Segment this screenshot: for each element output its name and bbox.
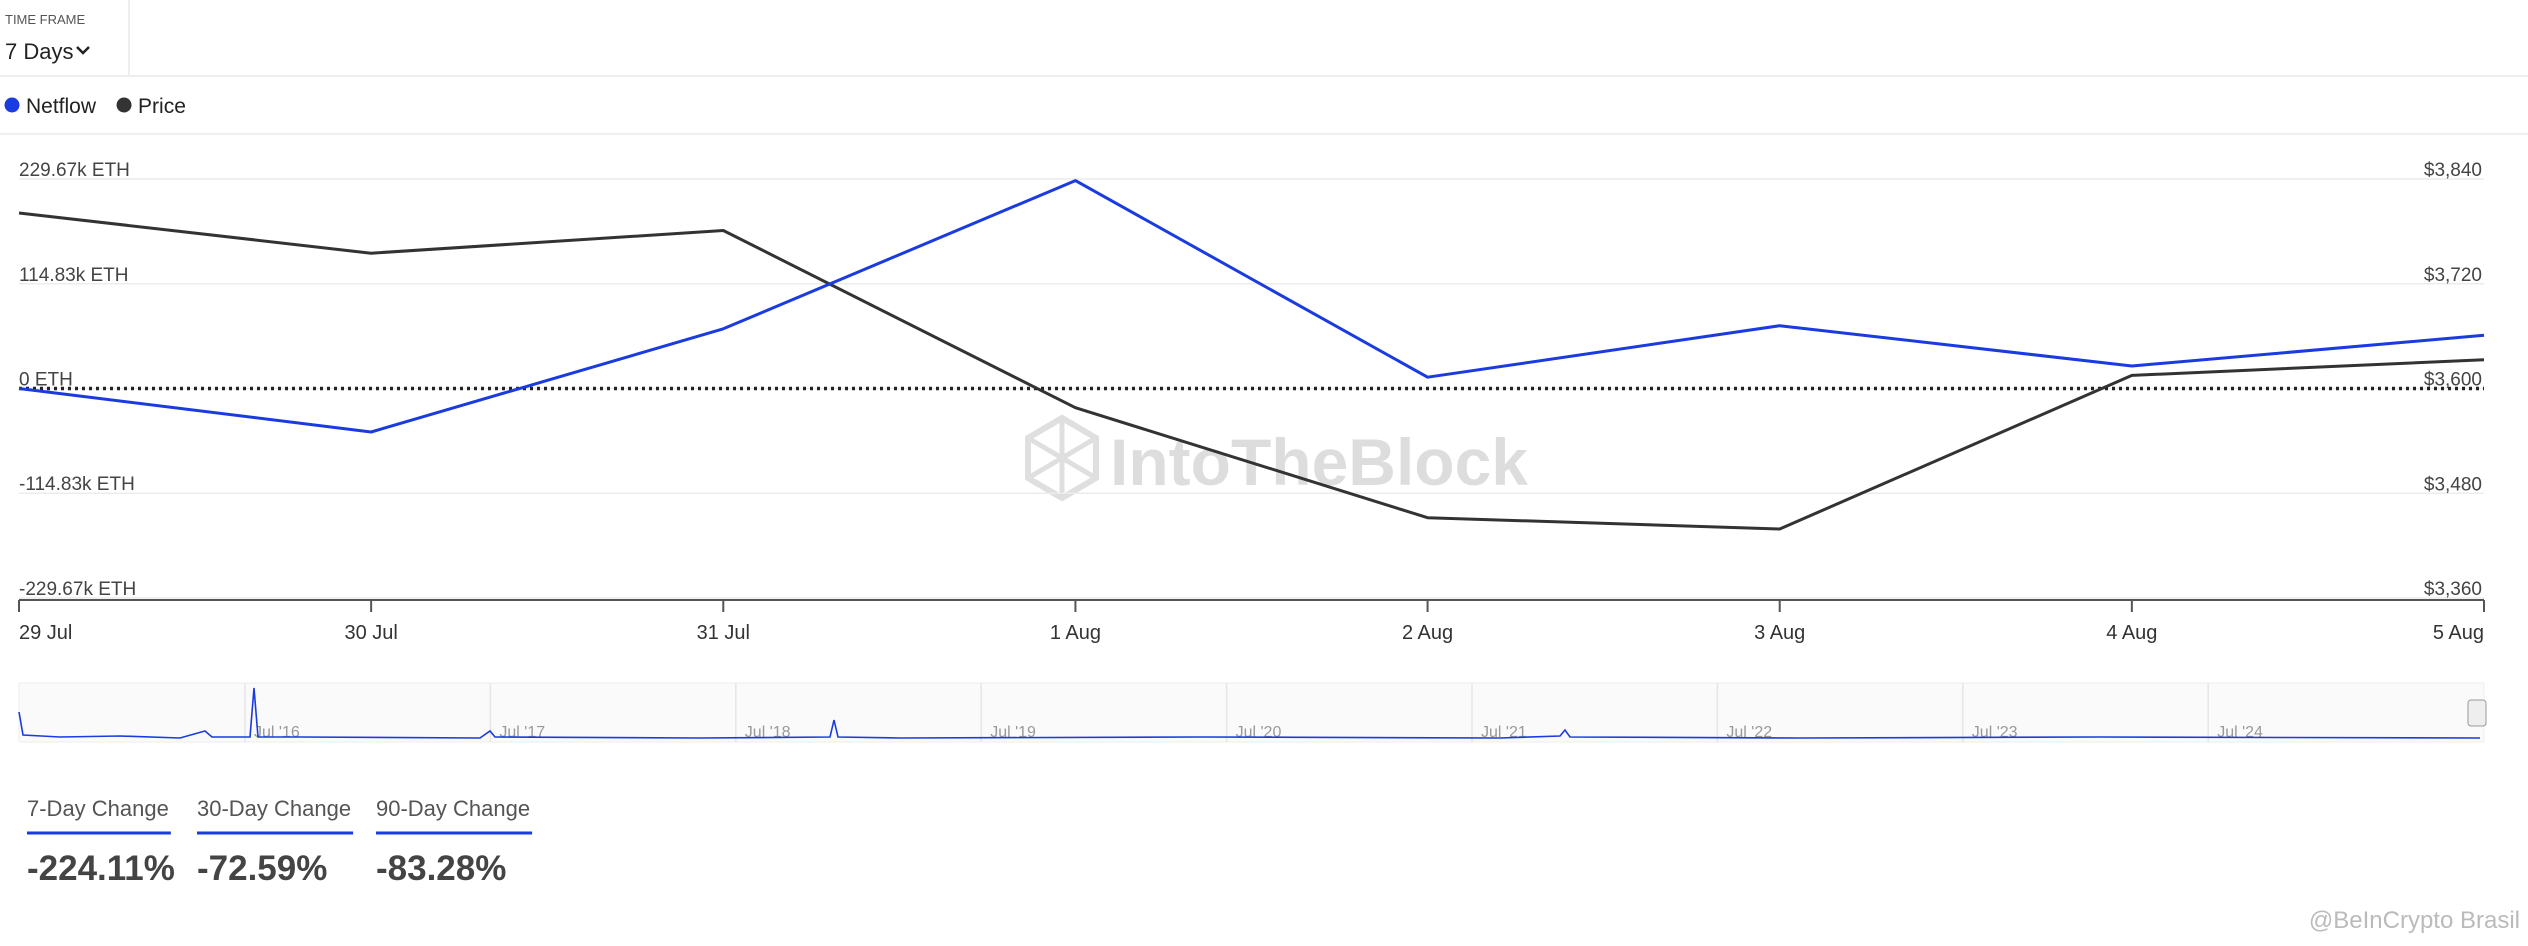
change-tab[interactable]: 90-Day Change -83.28% — [376, 796, 533, 888]
y2-tick-label: $3,600 — [2424, 370, 2482, 391]
legend-swatch[interactable] — [4, 97, 20, 113]
navigator-label: Jul '18 — [745, 724, 791, 741]
legend-label[interactable]: Price — [138, 95, 186, 118]
change-label[interactable]: 30-Day Change — [197, 796, 351, 821]
y2-tick-label: $3,480 — [2424, 474, 2482, 495]
change-label[interactable]: 90-Day Change — [376, 796, 530, 821]
dropdown-chevron[interactable] — [76, 46, 90, 55]
time-frame-value[interactable]: 7 Days — [5, 39, 73, 64]
change-tab[interactable]: 7-Day Change -224.11% — [27, 796, 175, 888]
legend-swatch[interactable] — [116, 97, 132, 113]
change-value: -72.59% — [197, 849, 327, 888]
navigator-label: Jul '24 — [2217, 724, 2263, 741]
navigator-label: Jul '20 — [1236, 724, 1282, 741]
time-frame-dropdown[interactable]: 7 Days — [5, 39, 90, 64]
navigator-label: Jul '19 — [990, 724, 1036, 741]
navigator-label: Jul '16 — [254, 724, 300, 741]
x-tick-label: 29 Jul — [19, 622, 72, 644]
x-tick-label: 31 Jul — [697, 622, 750, 644]
legend-item[interactable]: Netflow — [4, 95, 97, 118]
source-watermark: @BeInCrypto Brasil — [2309, 907, 2520, 934]
y2-tick-label: $3,360 — [2424, 579, 2482, 600]
y2-tick-label: $3,720 — [2424, 265, 2482, 286]
change-label[interactable]: 7-Day Change — [27, 796, 169, 821]
navigator-handle[interactable] — [2467, 699, 2487, 727]
change-value: -224.11% — [27, 849, 175, 888]
navigator-label: Jul '23 — [1972, 724, 2018, 741]
change-value: -83.28% — [376, 849, 506, 888]
navigator-label: Jul '17 — [499, 724, 545, 741]
x-tick-label: 3 Aug — [1754, 622, 1805, 644]
y2-tick-label: $3,840 — [2424, 160, 2482, 181]
legend-item[interactable]: Price — [116, 95, 186, 118]
y-tick-label: 229.67k ETH — [19, 160, 130, 181]
navigator-label: Jul '22 — [1726, 724, 1772, 741]
x-tick-label: 1 Aug — [1050, 622, 1101, 644]
series-line — [18, 211, 2485, 531]
time-frame-label: TIME FRAME — [5, 12, 85, 27]
watermark: IntoTheBlock — [1110, 425, 1528, 499]
x-tick-label: 5 Aug — [2433, 622, 2484, 644]
y-tick-label: 0 ETH — [19, 370, 73, 391]
series-line — [18, 179, 2485, 434]
x-tick-label: 2 Aug — [1402, 622, 1453, 644]
x-tick-label: 4 Aug — [2106, 622, 2157, 644]
watermark-logo — [1025, 414, 1099, 502]
navigator-sparkline — [18, 687, 2481, 739]
x-tick-label: 30 Jul — [344, 622, 397, 644]
change-tab[interactable]: 30-Day Change -72.59% — [197, 796, 354, 888]
y-tick-label: 114.83k ETH — [19, 265, 128, 286]
legend-label[interactable]: Netflow — [26, 95, 97, 118]
y-tick-label: -229.67k ETH — [19, 579, 136, 600]
navigator[interactable] — [18, 682, 2485, 743]
y-tick-label: -114.83k ETH — [19, 474, 135, 495]
